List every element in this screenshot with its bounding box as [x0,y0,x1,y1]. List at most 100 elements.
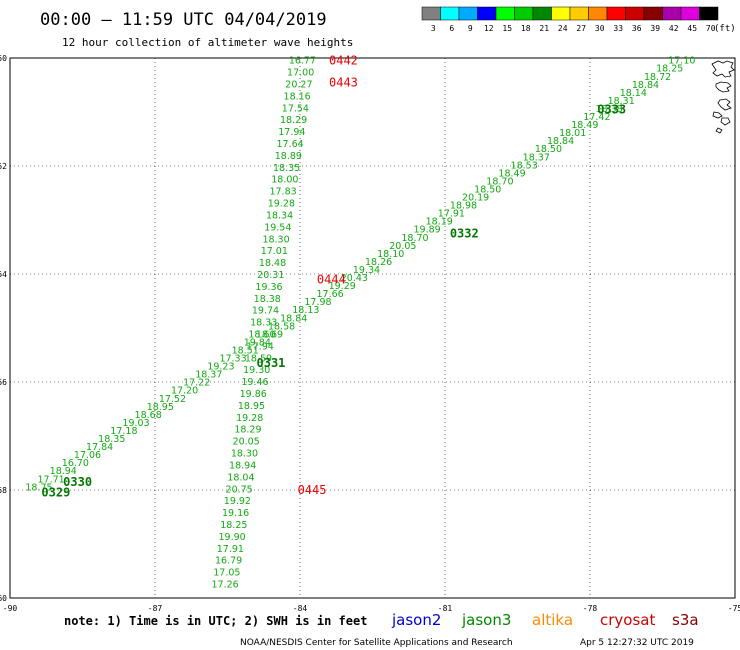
lon-tick-label: -78 [583,604,598,613]
swh-value: 18.49 [498,168,525,179]
legend-bin-label: 9 [468,24,473,33]
swh-value: 18.38 [254,294,281,305]
lon-tick-label: -75 [728,604,740,613]
swh-value: 19.30 [243,365,270,376]
legend-bin-label: 3 [431,24,436,33]
footer-credit: NOAA/NESDIS Center for Satellite Applica… [240,638,513,648]
footer-note: note: 1) Time is in UTC; 2) SWH is in fe… [64,614,367,628]
swh-value: 17.00 [287,68,314,79]
swh-value: 18.70 [486,176,513,187]
legend-bin-label: 6 [449,24,454,33]
swh-value: 19.16 [222,508,249,519]
legend-swatch [495,6,515,21]
legend-bin-label: 36 [632,24,642,33]
swh-value: 18.25 [220,520,247,531]
swh-value: 17.52 [159,394,186,405]
satellite-name-s3a: s3a [672,611,699,629]
swh-value: 17.91 [217,544,244,555]
jason3-pass-label: 0333 [597,102,626,116]
cryosat-pass-label: 0444 [317,272,346,286]
swh-value: 19.34 [353,265,380,276]
swh-value: 17.01 [261,246,288,257]
swh-value: 18.33 [250,318,277,329]
swh-value: 20.05 [233,437,260,448]
lat-lon-grid [9,57,736,599]
swh-value: 18.37 [195,370,222,381]
swh-value: 18.48 [259,258,286,269]
lon-tick-label: -87 [148,604,163,613]
swh-value: 18.38 [595,104,622,115]
legend-swatch [680,6,700,21]
swh-value: 19.28 [236,413,263,424]
swh-value: 18.19 [426,217,453,228]
swh-value: 20.43 [341,273,368,284]
swh-value: 17.94 [247,341,274,352]
legend-bin-label: 39 [650,24,660,33]
legend-bin-label: 12 [484,24,494,33]
swh-value: 18.01 [559,128,586,139]
legend-swatch [440,6,460,21]
swh-value: 17.84 [86,442,113,453]
swh-value: 19.86 [240,389,267,400]
legend-swatch [421,6,441,21]
swh-value: 18.35 [273,163,300,174]
swh-value: 19.89 [414,225,441,236]
legend-bin-label: 42 [669,24,679,33]
swh-value: 18.04 [227,472,254,483]
jason3-pass-label: 0331 [257,356,286,370]
swh-value: 17.33 [219,354,246,365]
swh-value: 18.30 [231,449,258,460]
swh-value: 16.70 [62,458,89,469]
swh-value: 17.66 [316,289,343,300]
legend-swatch [643,6,663,21]
legend-bin-label: 18 [521,24,531,33]
legend-bin-label: 33 [613,24,623,33]
swh-value: 18.26 [365,257,392,268]
legend-swatch [569,6,589,21]
swh-value: 19.03 [122,418,149,429]
swh-value: 18.50 [474,184,501,195]
swh-value: 18.37 [523,152,550,163]
swh-value: 20.75 [226,484,253,495]
swh-value: 18.29 [234,425,261,436]
swh-value: 19.36 [255,282,282,293]
swh-value: 18.72 [644,72,671,83]
swh-value: 18.89 [275,151,302,162]
swh-value: 19.29 [329,281,356,292]
swh-value: 18.30 [262,234,289,245]
swh-color-legend: 3 6 9 12 15 18 21 24 27 30 33 36 39 42 45 70 [421,6,719,33]
lat-tick-label: -54 [0,270,7,279]
lat-tick-label: -52 [0,162,7,171]
cryosat-pass-label: 0442 [329,54,358,68]
swh-value: 16.77 [289,56,316,67]
swh-value: 18.95 [238,401,265,412]
swh-value: 18.84 [632,80,659,91]
satellite-name-altika: altika [532,611,573,629]
footer-timestamp: Apr 5 12:27:32 UTC 2019 [580,638,694,648]
legend-swatch [606,6,626,21]
legend-swatch [532,6,552,21]
swh-value: 18.84 [547,136,574,147]
legend-bin-label: 27 [576,24,586,33]
swh-value: 17.71 [38,474,65,485]
swh-value: 17.94 [278,127,305,138]
swh-value: 17.98 [304,297,331,308]
swh-value: 19.28 [268,199,295,210]
map-title: 00:00 – 11:59 UTC 04/04/2019 [40,10,327,30]
swh-value: 20.05 [389,241,416,252]
swh-value: 17.91 [438,209,465,220]
swh-value: 18.34 [266,210,293,221]
swh-value: 18.69 [256,329,283,340]
swh-value: 18.94 [50,466,77,477]
swh-value: 18.75 [25,482,52,493]
altimeter-track-a: 16.7717.0020.2718.1617.5418.2917.9417.64… [211,56,316,591]
swh-value: 17.18 [110,426,137,437]
lon-tick-label: -81 [438,604,453,613]
swh-value: 19.84 [244,337,271,348]
cryosat-pass-label: 0445 [298,483,327,497]
swh-value: 18.00 [271,175,298,186]
swh-value: 17.83 [269,187,296,198]
lat-tick-label: -58 [0,486,7,495]
swh-value: 18.35 [98,434,125,445]
